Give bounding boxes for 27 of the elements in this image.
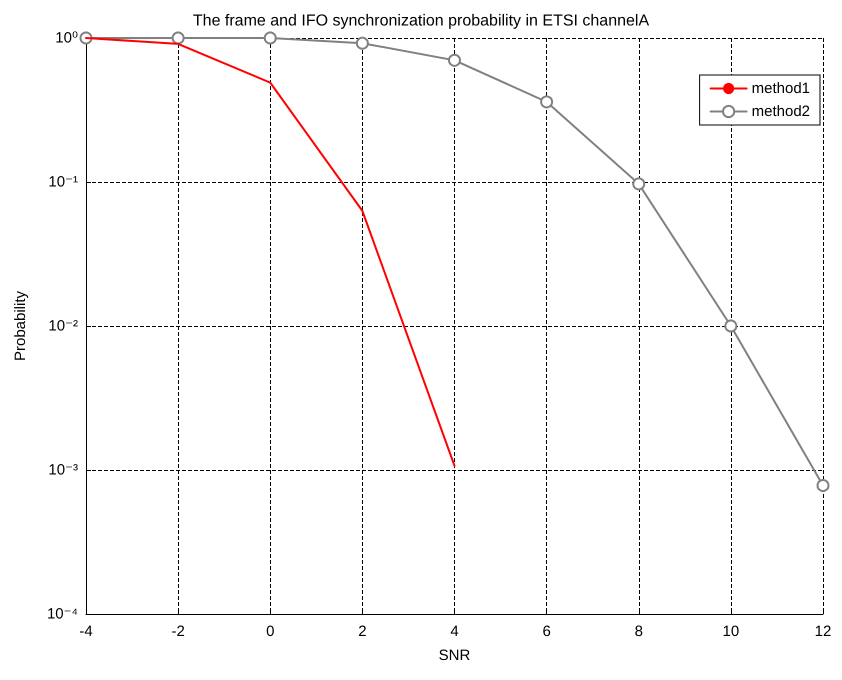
point	[264, 32, 277, 44]
x-tick-label: -2	[171, 623, 185, 640]
chart-title: The frame and IFO synchronization probability in ETSI channelA	[192, 12, 650, 30]
legend-label: method1	[752, 80, 810, 97]
y-tick-label: 10⁰	[55, 30, 78, 46]
y-tick-label: 10⁻³	[48, 462, 78, 478]
x-tick-label: 2	[358, 623, 367, 640]
x-tick-label: 10	[722, 623, 740, 640]
x-tick-label: -4	[79, 623, 93, 640]
legend-label: method2	[752, 103, 810, 120]
x-tick-label: 12	[814, 623, 832, 640]
point	[540, 95, 554, 108]
y-tick-label: 10⁻²	[48, 318, 78, 334]
x-tick-label: 0	[266, 623, 274, 640]
point	[816, 479, 830, 492]
point	[724, 320, 738, 332]
point	[356, 36, 369, 50]
y-tick-label: 10⁻⁴	[46, 606, 78, 622]
point	[448, 54, 461, 67]
x-tick-label: 6	[542, 623, 551, 640]
point	[632, 177, 646, 190]
point	[172, 32, 185, 44]
y-axis-title: Probability	[12, 290, 29, 362]
x-tick-label: 4	[450, 623, 459, 640]
x-tick-label: 8	[634, 623, 643, 640]
x-axis-title: SNR	[438, 647, 470, 664]
y-tick-label: 10⁻¹	[48, 174, 78, 190]
